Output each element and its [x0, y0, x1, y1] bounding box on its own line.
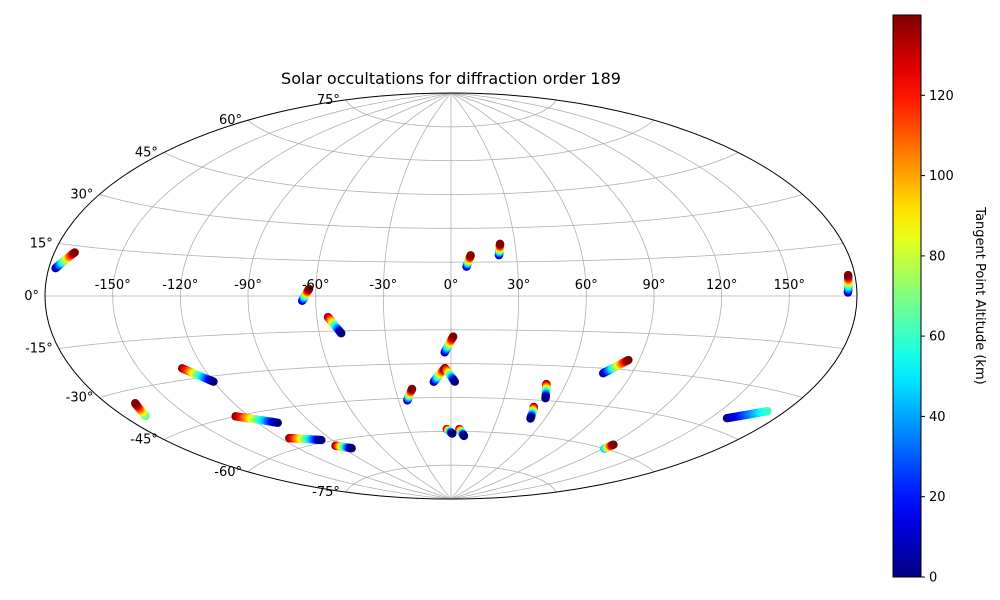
occultation-track	[722, 407, 772, 423]
longitude-tick-label: 60°	[575, 278, 598, 293]
latitude-tick-labels: -75° -60° -45° -30° -15° 0° 15° 30° 45° 60° 75°	[24, 93, 340, 500]
colorbar-tick-label: 60	[929, 330, 946, 345]
data-point	[526, 414, 535, 423]
occultation-track	[130, 399, 150, 420]
colorbar	[892, 14, 922, 578]
longitude-tick-label: 120°	[706, 278, 737, 293]
occultation-track	[440, 363, 460, 386]
colorbar-tick-label: 100	[929, 169, 954, 184]
chart-title: Solar occultations for diffraction order…	[281, 69, 621, 88]
latitude-tick-label: -75°	[312, 485, 340, 500]
colorbar-ticks: 0 20 40 60 80 100 120	[921, 89, 954, 586]
longitude-tick-label: -60°	[302, 278, 330, 293]
occultation-track	[843, 270, 853, 297]
parallel-line	[163, 152, 739, 195]
occultation-track	[494, 239, 505, 260]
occultation-track	[442, 424, 457, 438]
occultation-track	[455, 424, 469, 441]
colorbar-tick-label: 20	[929, 490, 946, 505]
occultation-track	[598, 355, 633, 378]
data-point	[843, 270, 853, 280]
longitude-tick-labels: -150° -120° -90° -60° -30° 0° 30° 60° 90° 120° 150…	[95, 278, 805, 293]
colorbar-label: Tangent Point Altitude (km)	[972, 206, 987, 384]
parallel-line	[99, 194, 803, 229]
map-boundary	[44, 92, 858, 500]
longitude-tick-label: -90°	[234, 278, 262, 293]
longitude-tick-label: 150°	[774, 278, 805, 293]
data-point	[304, 284, 314, 294]
data-point	[337, 329, 346, 338]
data-point	[347, 444, 356, 453]
longitude-tick-label: -150°	[95, 278, 131, 293]
longitude-tick-label: 90°	[642, 278, 665, 293]
data-point	[448, 429, 457, 438]
latitude-tick-label: -15°	[25, 342, 53, 357]
data-point	[70, 248, 79, 257]
data-point	[466, 251, 475, 260]
longitude-tick-label: -120°	[162, 278, 198, 293]
data-point	[450, 377, 460, 386]
colorbar-tick-label: 40	[929, 410, 946, 425]
data-point	[624, 355, 633, 365]
colorbar-tick-label: 120	[929, 89, 954, 104]
data-point	[407, 384, 417, 394]
occultation-track	[177, 364, 218, 386]
colorbar-tick-label: 0	[929, 571, 937, 586]
occultation-track	[331, 441, 356, 453]
occultation-track	[231, 412, 282, 427]
occultation-track	[323, 312, 346, 338]
data-point	[209, 377, 218, 386]
data-point	[317, 435, 326, 445]
occultation-track	[51, 248, 79, 273]
data-point	[273, 418, 282, 427]
graticule-grid	[45, 92, 857, 500]
data-point	[541, 394, 550, 403]
longitude-tick-label: 30°	[507, 278, 530, 293]
parallel-line	[345, 464, 557, 493]
occultation-track	[440, 332, 458, 357]
colorbar-tick-label: 80	[929, 249, 946, 264]
latitude-tick-label: 0°	[24, 289, 39, 304]
latitude-tick-label: -30°	[66, 391, 94, 406]
data-tracks	[51, 239, 853, 453]
occultation-track	[298, 284, 314, 305]
latitude-tick-label: 45°	[135, 146, 158, 161]
occultation-track	[541, 379, 551, 403]
data-point	[495, 239, 505, 248]
data-point	[609, 440, 618, 449]
data-point	[448, 332, 458, 341]
longitude-tick-label: 0°	[444, 278, 459, 293]
parallel-line	[247, 119, 655, 162]
occultation-track	[403, 384, 417, 405]
parallel-line	[58, 329, 844, 349]
latitude-tick-label: 30°	[70, 188, 93, 203]
latitude-tick-label: -45°	[130, 433, 158, 448]
latitude-tick-label: 60°	[219, 113, 242, 128]
data-point	[763, 407, 772, 416]
occultation-track	[285, 433, 326, 445]
latitude-tick-label: 75°	[317, 93, 340, 108]
parallel-line	[345, 99, 557, 128]
occultation-track	[600, 440, 618, 453]
latitude-tick-label: -60°	[214, 465, 242, 480]
data-point	[459, 431, 469, 441]
occultation-track	[526, 402, 539, 423]
parallel-line	[58, 243, 844, 263]
data-point	[130, 399, 140, 408]
occultation-track	[462, 251, 475, 271]
longitude-tick-label: -30°	[369, 278, 397, 293]
latitude-tick-label: 15°	[30, 237, 53, 252]
